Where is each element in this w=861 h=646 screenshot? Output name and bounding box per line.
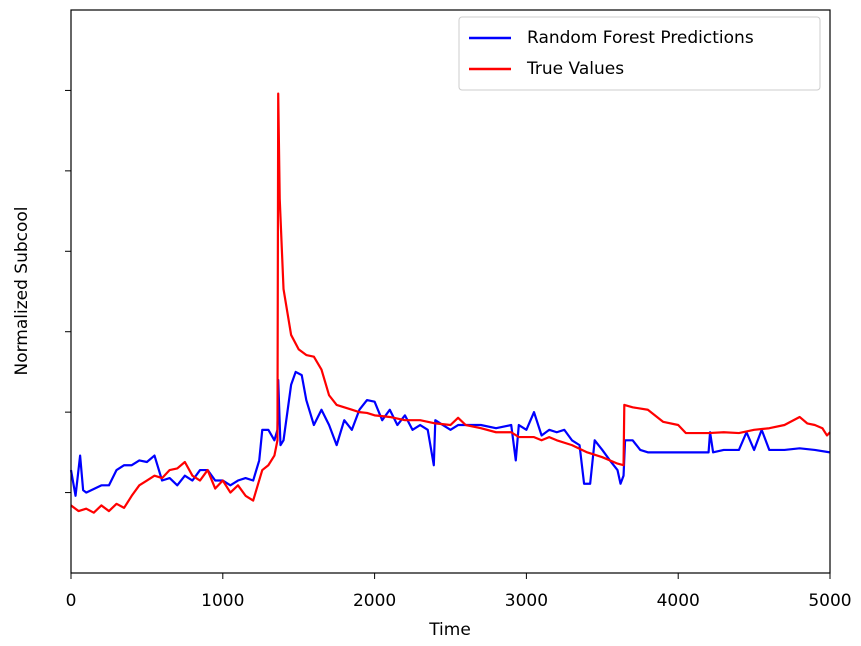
legend-label: True Values (526, 59, 624, 79)
legend-label: Random Forest Predictions (527, 28, 754, 48)
x-axis-label: Time (428, 620, 471, 640)
x-tick-label: 3000 (505, 591, 548, 611)
x-tick-label: 5000 (808, 591, 851, 611)
legend-box (458, 16, 821, 91)
x-tick-label: 2000 (353, 591, 396, 611)
x-tick-label: 4000 (657, 591, 700, 611)
series-line (69, 370, 831, 497)
series-line (70, 92, 831, 514)
x-tick-label: 0 (66, 591, 77, 611)
y-axis-label: Normalized Subcool (12, 206, 32, 375)
plot-frame (70, 9, 831, 574)
x-tick-label: 1000 (201, 591, 244, 611)
